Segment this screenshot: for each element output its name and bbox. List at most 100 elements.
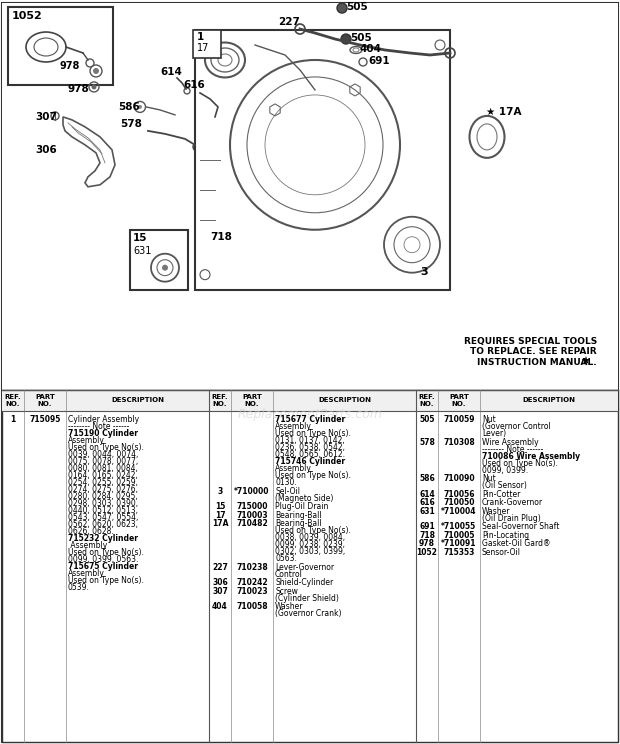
Text: 15: 15	[133, 233, 148, 243]
Text: 614: 614	[160, 67, 182, 77]
Text: 0539.: 0539.	[68, 583, 90, 592]
Text: PART
NO.: PART NO.	[449, 394, 469, 407]
Text: Sensor-Oil: Sensor-Oil	[482, 548, 521, 557]
Text: *710004: *710004	[441, 507, 477, 516]
Text: 715095: 715095	[29, 415, 61, 425]
Text: Assembly: Assembly	[68, 437, 105, 446]
Circle shape	[92, 85, 97, 89]
Text: 715353: 715353	[443, 548, 475, 557]
Text: 710090: 710090	[443, 475, 475, 484]
Text: DESCRIPTION: DESCRIPTION	[523, 397, 575, 403]
Text: 0280, 0284, 0295,: 0280, 0284, 0295,	[68, 493, 138, 501]
Text: 0075, 0078, 0077,: 0075, 0078, 0077,	[68, 458, 138, 466]
Text: 0548, 0565, 0612.: 0548, 0565, 0612.	[275, 450, 345, 460]
Text: REF.
NO.: REF. NO.	[5, 394, 21, 407]
Text: 1: 1	[197, 32, 204, 42]
Text: -------- Note ------: -------- Note ------	[68, 423, 130, 432]
Text: 0130.: 0130.	[275, 478, 297, 487]
Text: Pin-Locating: Pin-Locating	[482, 530, 529, 540]
Text: 404: 404	[360, 44, 382, 54]
Text: Used on Type No(s).: Used on Type No(s).	[68, 443, 144, 452]
Text: Assembly: Assembly	[68, 569, 105, 578]
Text: 715675 Cylinder: 715675 Cylinder	[68, 562, 138, 571]
Text: ReplacementParts.com: ReplacementParts.com	[237, 408, 383, 421]
Text: Crank-Governor: Crank-Governor	[482, 498, 543, 507]
Text: 616: 616	[419, 498, 435, 507]
Text: Washer: Washer	[482, 507, 510, 516]
Text: 505: 505	[419, 415, 435, 425]
Text: 0099, 0399, 0563.: 0099, 0399, 0563.	[68, 555, 138, 564]
Text: Washer: Washer	[275, 602, 304, 612]
Text: 17A: 17A	[212, 519, 228, 528]
Text: 1052: 1052	[417, 548, 438, 557]
Text: 710482: 710482	[236, 519, 268, 528]
Circle shape	[193, 143, 201, 151]
Text: 1052: 1052	[12, 11, 43, 21]
Text: Assembly: Assembly	[275, 464, 312, 473]
Text: 0038, 0039, 0084,: 0038, 0039, 0084,	[275, 533, 345, 542]
Text: 718: 718	[419, 530, 435, 540]
Text: Cylinder Assembly: Cylinder Assembly	[68, 415, 139, 425]
Text: DESCRIPTION: DESCRIPTION	[111, 397, 164, 403]
Text: 1: 1	[11, 415, 16, 425]
Text: Seal-Governor Shaft: Seal-Governor Shaft	[482, 522, 559, 531]
Text: Nut: Nut	[482, 415, 496, 425]
Bar	[195, 30, 450, 289]
Text: 710005: 710005	[443, 530, 475, 540]
Text: 0543, 0547, 0554,: 0543, 0547, 0554,	[68, 513, 138, 522]
Text: 691: 691	[419, 522, 435, 531]
Text: 307: 307	[212, 587, 228, 596]
Text: 505: 505	[350, 33, 372, 43]
Text: 0440, 0512, 0513,: 0440, 0512, 0513,	[68, 507, 138, 516]
Circle shape	[162, 265, 168, 271]
Text: *710091: *710091	[441, 539, 477, 548]
Text: 0099, 0399.: 0099, 0399.	[482, 466, 528, 475]
Bar	[2, 3, 618, 390]
Text: 404: 404	[212, 602, 228, 612]
Text: 586: 586	[419, 475, 435, 484]
Text: 710023: 710023	[236, 587, 268, 596]
Text: 505: 505	[346, 2, 368, 12]
Text: Used on Type No(s).: Used on Type No(s).	[275, 429, 351, 438]
Text: ★ 17A: ★ 17A	[486, 107, 521, 117]
Text: Assembly: Assembly	[68, 542, 107, 551]
Text: (Governor Control: (Governor Control	[482, 423, 551, 432]
Text: Shield-Cylinder: Shield-Cylinder	[275, 578, 334, 587]
Text: (Oil Drain Plug): (Oil Drain Plug)	[482, 514, 541, 523]
Text: 616: 616	[183, 80, 205, 90]
Bar	[193, 30, 221, 58]
Text: Screw: Screw	[275, 587, 298, 596]
Text: 0099, 0238, 0239,: 0099, 0238, 0239,	[275, 540, 345, 549]
Circle shape	[138, 105, 142, 109]
Text: 17: 17	[215, 511, 225, 520]
Text: Control: Control	[275, 570, 303, 579]
Text: 710003: 710003	[236, 511, 268, 520]
Text: 15: 15	[215, 502, 225, 511]
Text: Assembly: Assembly	[275, 423, 312, 432]
Text: 978: 978	[60, 61, 81, 71]
Text: Sel-Oil: Sel-Oil	[275, 487, 300, 496]
Text: Bearing-Ball: Bearing-Ball	[275, 519, 322, 528]
Text: ★: ★	[580, 356, 590, 367]
Text: 227: 227	[278, 17, 300, 27]
Text: 978: 978	[419, 539, 435, 548]
Text: Wire Assembly: Wire Assembly	[482, 438, 539, 447]
Text: 691: 691	[368, 56, 389, 66]
Text: 0236, 0538, 0542,: 0236, 0538, 0542,	[275, 443, 345, 452]
Text: 0274, 0275, 0276,: 0274, 0275, 0276,	[68, 485, 138, 494]
Text: 0563.: 0563.	[275, 554, 297, 563]
Text: 978: 978	[68, 84, 90, 94]
Text: *710000: *710000	[234, 487, 270, 496]
Text: 0039, 0044, 0074,: 0039, 0044, 0074,	[68, 450, 138, 460]
Text: 306: 306	[212, 578, 228, 587]
Text: REF.
NO.: REF. NO.	[418, 394, 435, 407]
Text: 0298, 0303, 0390,: 0298, 0303, 0390,	[68, 499, 138, 508]
Text: 17: 17	[197, 43, 210, 53]
Bar	[2, 390, 618, 411]
Text: 715677 Cylinder: 715677 Cylinder	[275, 415, 345, 425]
Text: 306: 306	[35, 145, 57, 155]
Text: Lever): Lever)	[482, 429, 506, 438]
Text: REQUIRES SPECIAL TOOLS
TO REPLACE. SEE REPAIR
INSTRUCTION MANUAL.: REQUIRES SPECIAL TOOLS TO REPLACE. SEE R…	[464, 337, 597, 367]
Text: 578: 578	[419, 438, 435, 447]
Text: 710059: 710059	[443, 415, 475, 425]
